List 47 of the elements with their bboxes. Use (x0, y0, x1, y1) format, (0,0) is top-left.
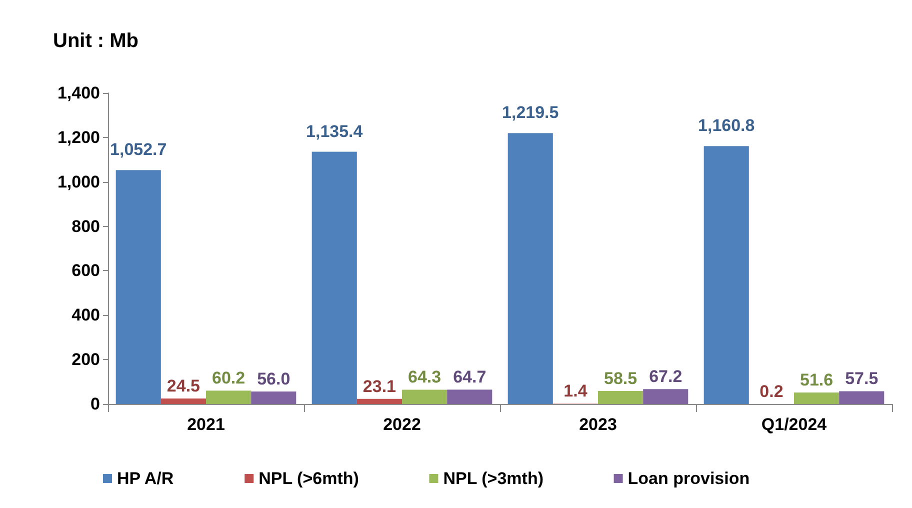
bar (206, 390, 252, 404)
y-tick-label: 600 (72, 261, 100, 280)
y-tick-label: 1,400 (57, 84, 100, 102)
x-tick-label: 2021 (187, 415, 225, 434)
y-tick-label: 0 (90, 394, 100, 414)
data-label: 57.5 (845, 369, 878, 388)
legend-label: Loan provision (628, 469, 750, 488)
bar (312, 152, 357, 404)
x-tick-label: 2022 (383, 415, 421, 434)
data-label: 60.2 (212, 368, 246, 388)
x-tick-label: 2023 (579, 415, 617, 434)
bar (251, 392, 296, 404)
y-tick-label: 200 (72, 350, 100, 370)
y-tick-label: 1,200 (57, 128, 100, 147)
bar (356, 398, 402, 404)
legend-label: NPL (>3mth) (443, 469, 544, 488)
bar (402, 390, 448, 404)
x-tick-label: Q1/2024 (761, 415, 828, 434)
data-label: 24.5 (166, 376, 200, 396)
data-label: 64.7 (453, 368, 486, 387)
legend-label: NPL (>6mth) (258, 469, 359, 488)
legend-label: HP A/R (117, 469, 174, 488)
bar (598, 391, 644, 404)
data-label: 1,219.5 (502, 103, 559, 122)
bar (508, 133, 553, 404)
y-tick-label: 1,000 (57, 172, 100, 192)
data-label: 0.2 (760, 382, 784, 401)
data-label: 67.2 (649, 367, 682, 386)
bar (704, 146, 749, 404)
chart-title: Unit : Mb (53, 30, 139, 52)
bar (794, 392, 840, 404)
bar (116, 170, 161, 404)
data-label: 51.6 (800, 370, 834, 390)
data-label: 1.4 (564, 382, 588, 401)
bar (643, 389, 688, 404)
data-label: 23.1 (362, 376, 396, 396)
bar (160, 398, 206, 404)
y-tick-label: 400 (72, 306, 100, 325)
data-label: 58.5 (604, 369, 638, 388)
data-label: 56.0 (257, 370, 290, 389)
y-tick-label: 800 (72, 216, 100, 236)
data-label: 1,160.8 (698, 116, 755, 136)
bar (839, 391, 884, 404)
data-label: 1,052.7 (110, 140, 167, 160)
data-label: 64.3 (408, 368, 442, 387)
data-label: 1,135.4 (306, 122, 364, 141)
bar (447, 390, 492, 404)
